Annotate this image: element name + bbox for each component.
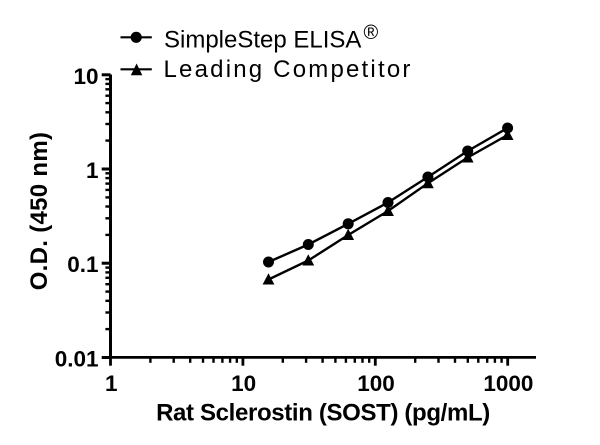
- svg-text:10: 10: [231, 371, 256, 396]
- svg-text:O.D. (450 nm): O.D. (450 nm): [26, 132, 53, 291]
- svg-text:0.1: 0.1: [67, 252, 98, 277]
- svg-text:Leading Competitor: Leading Competitor: [164, 56, 413, 83]
- svg-text:®: ®: [364, 22, 379, 44]
- svg-text:1: 1: [105, 371, 118, 396]
- svg-text:100: 100: [357, 371, 395, 396]
- svg-text:1: 1: [86, 158, 99, 183]
- svg-text:1000: 1000: [483, 371, 533, 396]
- svg-text:0.01: 0.01: [55, 347, 99, 372]
- svg-text:Rat Sclerostin (SOST) (pg/mL): Rat Sclerostin (SOST) (pg/mL): [156, 400, 490, 427]
- svg-text:SimpleStep ELISA: SimpleStep ELISA: [164, 26, 361, 53]
- svg-text:10: 10: [73, 64, 98, 89]
